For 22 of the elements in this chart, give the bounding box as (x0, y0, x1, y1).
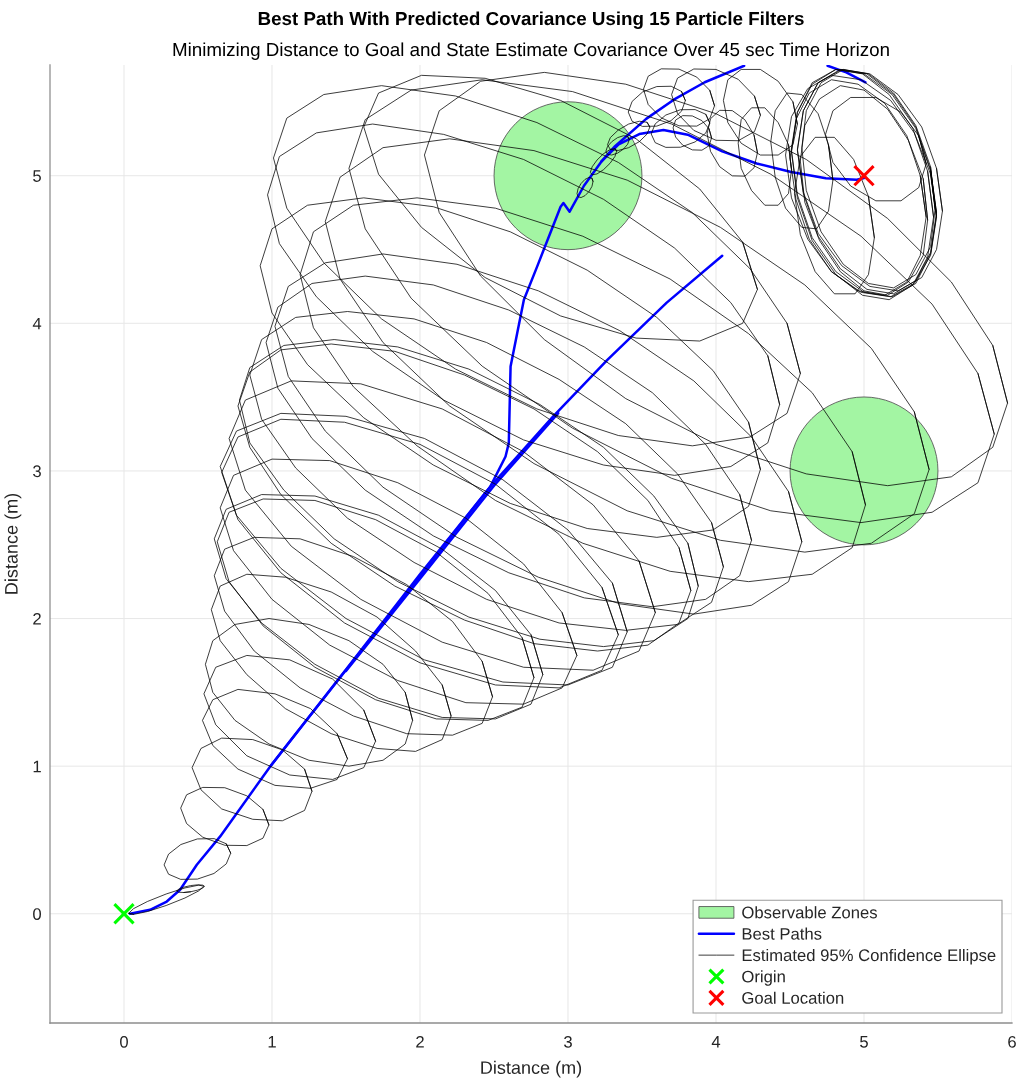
x-tick-label: 4 (711, 1036, 721, 1048)
y-tick-label: 4 (32, 317, 42, 330)
y-tick-label: 3 (33, 465, 41, 478)
chart-subtitle: Minimizing Distance to Goal and State Estimate Covariance Over 45 sec Time Horizon (173, 42, 889, 60)
legend-label: Origin (742, 970, 785, 986)
x-tick-label: 0 (120, 1035, 128, 1048)
legend-label: Estimated 95% Confidence Ellipse (742, 948, 996, 965)
y-tick-label: 5 (33, 170, 41, 182)
chart-title: Best Path With Predicted Covariance Using 15 Particle Filters (258, 11, 804, 29)
x-tick-label: 5 (860, 1036, 868, 1048)
y-axis-title: Distance (m) (4, 493, 22, 594)
legend-label: Observable Zones (742, 906, 877, 919)
x-axis-title: Distance (m) (481, 1060, 582, 1078)
legend-label: Best Paths (742, 927, 822, 940)
x-tick-label: 1 (268, 1036, 276, 1048)
x-tick-label: 2 (416, 1035, 424, 1048)
legend-label: Goal Location (742, 991, 844, 1004)
y-tick-label: 2 (33, 612, 41, 625)
x-tick-label: 3 (564, 1035, 572, 1048)
y-tick-label: 1 (33, 760, 41, 773)
y-tick-label: 0 (33, 908, 42, 920)
x-tick-label: 6 (1008, 1035, 1016, 1048)
